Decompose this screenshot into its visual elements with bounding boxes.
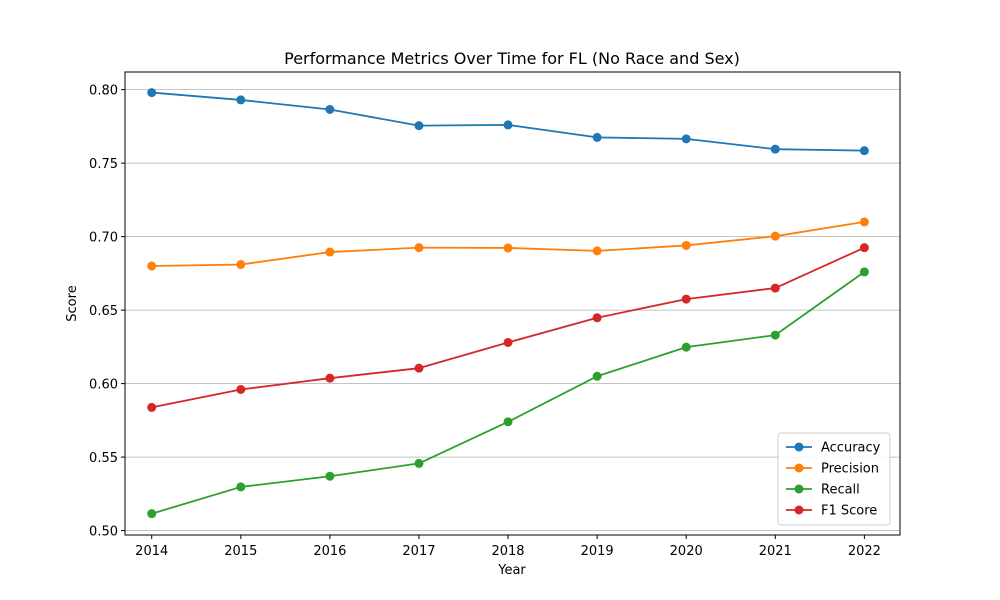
x-tick-label: 2022 xyxy=(848,544,881,559)
x-tick-label: 2020 xyxy=(670,544,703,559)
accuracy-point xyxy=(414,121,424,131)
f1-score-point xyxy=(147,402,157,412)
accuracy-point xyxy=(147,88,157,98)
x-axis: 2014 2015 2016 2017 2018 2019 2020 2021 2022 xyxy=(135,535,881,559)
accuracy-point xyxy=(592,132,602,142)
y-tick-label: 0.65 xyxy=(89,304,118,319)
x-axis-title: Year xyxy=(497,563,526,578)
recall-point xyxy=(859,267,869,277)
legend-swatch-marker xyxy=(794,442,804,452)
x-tick-label: 2017 xyxy=(402,544,435,559)
series-layer xyxy=(147,88,869,519)
y-tick-label: 0.60 xyxy=(89,378,118,393)
y-tick-label: 0.80 xyxy=(89,84,118,99)
legend: Accuracy Precision Recall F1 Score xyxy=(777,432,891,526)
y-tick-label: 0.75 xyxy=(89,157,118,172)
legend-swatch-marker xyxy=(794,484,804,494)
x-tick-label: 2015 xyxy=(224,544,257,559)
legend-label: F1 Score xyxy=(821,504,877,519)
precision-point xyxy=(414,243,424,253)
precision-point xyxy=(325,247,335,257)
precision-point xyxy=(592,246,602,256)
precision-point xyxy=(681,240,691,250)
precision-point xyxy=(236,260,246,270)
legend-frame xyxy=(777,432,891,526)
legend-item-accuracy: Accuracy xyxy=(786,441,881,456)
legend-label: Accuracy xyxy=(821,441,881,456)
legend-swatch-marker xyxy=(794,505,804,515)
y-axis-title: Score xyxy=(65,285,80,321)
series-accuracy xyxy=(147,88,869,156)
recall-point xyxy=(325,471,335,481)
legend-item-f1-score: F1 Score xyxy=(786,504,877,519)
f1-score-point xyxy=(325,373,335,383)
legend-item-recall: Recall xyxy=(786,483,860,498)
plot-area-frame xyxy=(124,71,901,536)
legend-label: Recall xyxy=(821,483,860,498)
series-precision xyxy=(147,217,869,271)
recall-point xyxy=(770,330,780,340)
precision-point xyxy=(503,243,513,253)
recall-point xyxy=(147,509,157,519)
recall-point xyxy=(236,482,246,492)
accuracy-point xyxy=(503,120,513,130)
f1-score-point xyxy=(681,294,691,304)
y-axis: 0.50 0.55 0.60 0.65 0.70 0.75 0.80 xyxy=(89,84,125,540)
series-recall xyxy=(147,267,869,519)
grid-lines xyxy=(125,89,900,531)
legend-item-precision: Precision xyxy=(786,462,879,477)
x-tick-label: 2018 xyxy=(491,544,524,559)
x-tick-label: 2016 xyxy=(313,544,346,559)
x-tick-label: 2014 xyxy=(135,544,168,559)
y-tick-label: 0.70 xyxy=(89,231,118,246)
x-tick-label: 2019 xyxy=(581,544,614,559)
accuracy-point xyxy=(236,95,246,105)
precision-point xyxy=(770,231,780,241)
precision-point xyxy=(147,261,157,271)
f1-score-point xyxy=(859,243,869,253)
recall-point xyxy=(503,417,513,427)
f1-score-point xyxy=(770,283,780,293)
recall-point xyxy=(681,342,691,352)
x-tick-label: 2021 xyxy=(759,544,792,559)
precision-point xyxy=(859,217,869,227)
recall-line xyxy=(151,271,865,515)
f1-score-point xyxy=(503,337,513,347)
f1-score-point xyxy=(414,363,424,373)
accuracy-point xyxy=(770,144,780,154)
y-tick-label: 0.50 xyxy=(89,525,118,540)
series-f1-score xyxy=(147,243,869,412)
recall-point xyxy=(414,458,424,468)
chart-title: Performance Metrics Over Time for FL (No… xyxy=(284,49,740,68)
accuracy-point xyxy=(859,146,869,156)
recall-point xyxy=(592,371,602,381)
legend-label: Precision xyxy=(821,462,879,477)
accuracy-point xyxy=(681,134,691,144)
y-tick-label: 0.55 xyxy=(89,451,118,466)
f1-score-point xyxy=(592,313,602,323)
legend-swatch-marker xyxy=(794,463,804,473)
accuracy-point xyxy=(325,104,335,114)
f1-score-point xyxy=(236,384,246,394)
